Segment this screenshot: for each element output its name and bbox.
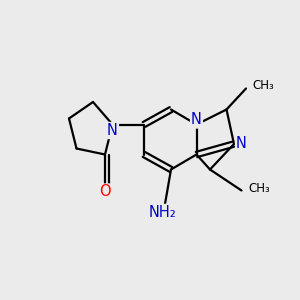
Text: N: N <box>236 136 247 152</box>
Text: O: O <box>99 184 111 200</box>
Text: N: N <box>107 123 118 138</box>
Text: CH₃: CH₃ <box>253 79 274 92</box>
Text: NH₂: NH₂ <box>148 205 176 220</box>
Text: CH₃: CH₃ <box>248 182 270 196</box>
Text: N: N <box>191 112 202 128</box>
